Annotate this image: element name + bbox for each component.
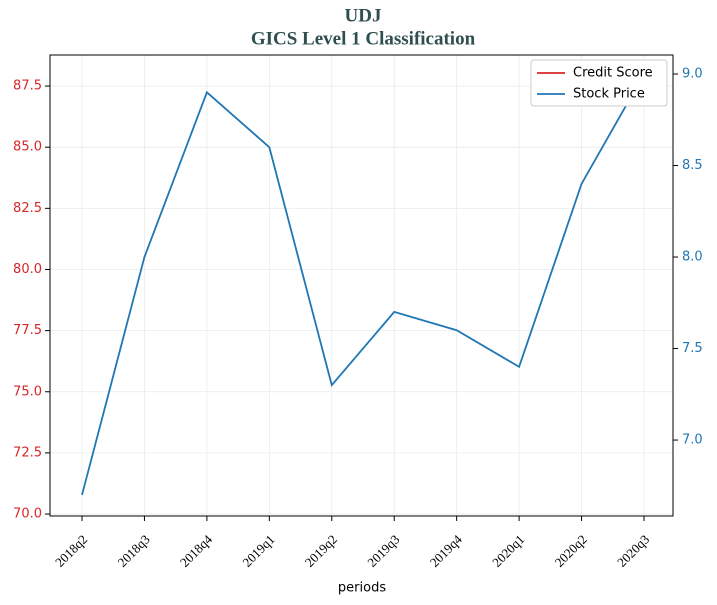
y-tick-label: 70.0 [13,507,42,522]
plot-frame [49,54,674,517]
y-tick-label: 75.0 [13,384,42,399]
x-tick-label: 2020q1 [489,532,527,570]
y-tick-label: 85.0 [13,140,42,155]
x-axis-label: periods [338,581,386,596]
y2-tick-label: 7.0 [682,433,703,448]
y-tick-label: 77.5 [13,323,42,338]
y2-tick-label: 8.0 [682,250,703,265]
x-tick-label: 2018q3 [114,532,152,570]
y-tick-label: 82.5 [13,201,42,216]
x-tick-label: 2019q3 [364,532,402,570]
x-tick-label: 2020q2 [552,532,590,570]
y-tick-label: 72.5 [13,445,42,460]
x-tick-label: 2020q3 [614,532,652,570]
chart-title: UDJ [345,5,382,26]
y-tick-label: 80.0 [13,262,42,277]
legend-label: Stock Price [573,87,645,102]
x-tick-label: 2018q2 [52,532,90,570]
x-tick-label: 2019q4 [427,531,466,570]
x-tick-label: 2019q2 [302,532,340,570]
y-tick-label: 87.5 [13,79,42,94]
x-tick-label: 2018q4 [177,531,216,570]
series-line [81,73,645,496]
x-tick-label: 2019q1 [239,532,277,570]
y2-tick-label: 9.0 [682,67,703,82]
y2-tick-label: 8.5 [682,158,703,173]
legend-label: Credit Score [573,66,653,81]
chart-subtitle: GICS Level 1 Classification [251,28,476,49]
y2-tick-label: 7.5 [682,341,703,356]
